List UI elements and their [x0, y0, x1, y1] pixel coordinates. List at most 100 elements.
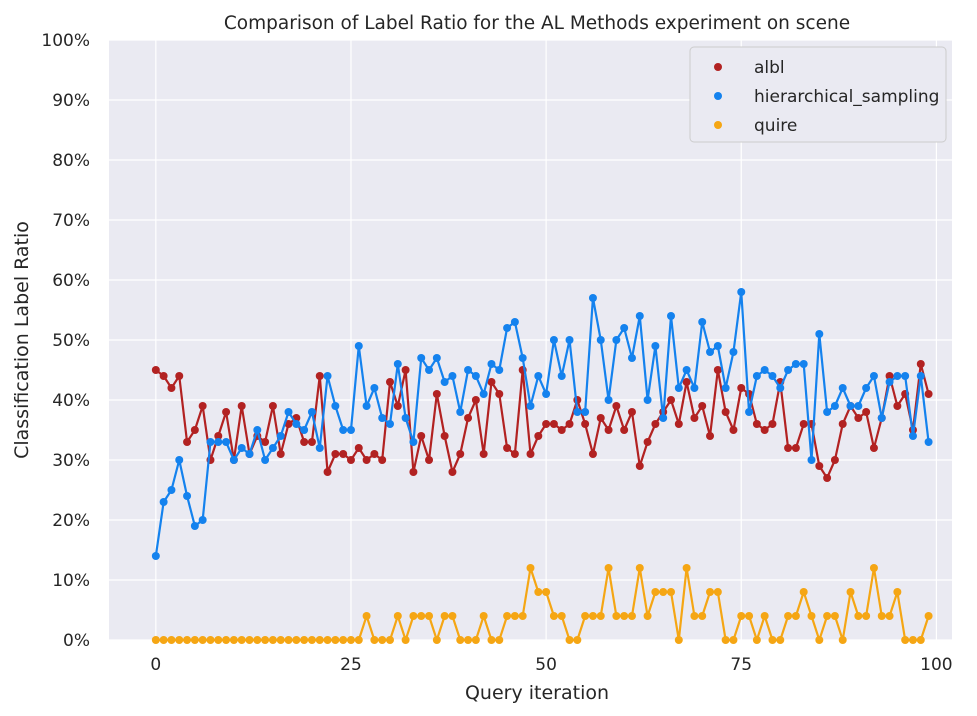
data-point [674, 384, 683, 392]
data-point [612, 336, 621, 344]
data-point [440, 612, 449, 620]
data-point [581, 420, 590, 428]
data-point [526, 402, 535, 410]
data-point [315, 444, 324, 452]
data-point [315, 636, 324, 644]
data-point [752, 636, 761, 644]
data-point [378, 456, 387, 464]
data-point [565, 636, 574, 644]
data-point [214, 438, 223, 446]
data-point [721, 636, 730, 644]
data-point [690, 384, 699, 392]
data-point [261, 636, 270, 644]
data-point [151, 366, 160, 374]
data-point [604, 564, 613, 572]
data-point [760, 612, 769, 620]
data-point [487, 378, 496, 386]
data-point [253, 636, 262, 644]
data-point [604, 396, 613, 404]
data-point [815, 636, 824, 644]
data-point [464, 414, 473, 422]
data-point [183, 438, 192, 446]
data-point [885, 612, 894, 620]
data-point [370, 384, 379, 392]
data-point [471, 636, 480, 644]
data-point [393, 360, 402, 368]
data-point [245, 450, 254, 458]
data-point [495, 390, 504, 398]
data-point [268, 444, 277, 452]
x-tick-label: 0 [150, 655, 161, 675]
data-point [643, 612, 652, 620]
x-tick-label: 50 [535, 655, 557, 675]
data-point [791, 612, 800, 620]
data-point [635, 462, 644, 470]
data-point [487, 636, 496, 644]
y-tick-label: 50% [52, 331, 90, 351]
data-point [799, 420, 808, 428]
data-point [510, 450, 519, 458]
data-point [838, 636, 847, 644]
data-point [760, 366, 769, 374]
data-point [651, 342, 660, 350]
data-point [682, 564, 691, 572]
data-point [409, 612, 418, 620]
data-point [229, 456, 238, 464]
data-point [659, 588, 668, 596]
data-point [354, 444, 363, 452]
data-point [370, 450, 379, 458]
data-point [409, 468, 418, 476]
x-tick-label: 75 [730, 655, 752, 675]
data-point [706, 588, 715, 596]
data-point [760, 426, 769, 434]
legend-marker [714, 121, 722, 129]
data-point [862, 384, 871, 392]
data-point [471, 396, 480, 404]
data-point [393, 612, 402, 620]
data-point [284, 408, 293, 416]
data-point [799, 360, 808, 368]
data-point [198, 516, 207, 524]
data-point [346, 456, 355, 464]
data-point [464, 636, 473, 644]
data-point [425, 366, 434, 374]
data-point [534, 588, 543, 596]
data-point [300, 438, 309, 446]
data-point [503, 612, 512, 620]
data-point [401, 414, 410, 422]
data-point [479, 450, 488, 458]
chart-title: Comparison of Label Ratio for the AL Met… [224, 13, 850, 34]
data-point [557, 372, 566, 380]
data-point [698, 612, 707, 620]
data-point [682, 378, 691, 386]
data-point [362, 456, 371, 464]
data-point [432, 636, 441, 644]
data-point [300, 426, 309, 434]
data-point [425, 612, 434, 620]
y-tick-label: 40% [52, 391, 90, 411]
data-point [534, 432, 543, 440]
data-point [190, 636, 199, 644]
data-point [417, 612, 426, 620]
data-point [737, 612, 746, 620]
legend-label: hierarchical_sampling [754, 87, 939, 107]
data-point [339, 426, 348, 434]
series-line [155, 362, 930, 480]
data-point [885, 378, 894, 386]
data-point [510, 612, 519, 620]
data-point [768, 636, 777, 644]
data-point [690, 414, 699, 422]
data-point [471, 372, 480, 380]
data-point [175, 372, 184, 380]
data-point [924, 438, 933, 446]
data-point [354, 636, 363, 644]
y-tick-label: 60% [52, 271, 90, 291]
data-point [588, 612, 597, 620]
data-point [823, 474, 832, 482]
y-tick-label: 100% [41, 31, 90, 51]
data-point [479, 612, 488, 620]
data-point [229, 636, 238, 644]
data-point [651, 420, 660, 428]
data-point [596, 336, 605, 344]
data-point [432, 390, 441, 398]
